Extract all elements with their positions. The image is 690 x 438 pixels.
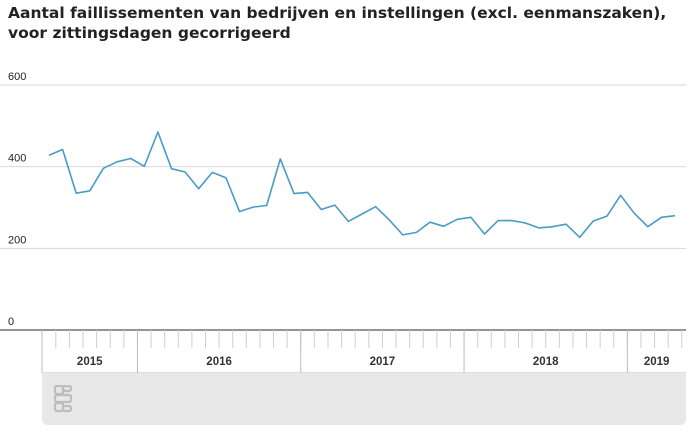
x-axis: 2015 2016 2017 2018 2019	[41, 330, 686, 374]
y-axis-labels: 0 200 400 600	[8, 71, 26, 328]
y-tick-label: 600	[8, 71, 26, 83]
chart-title: Aantal faillissementen van bedrijven en …	[8, 4, 667, 42]
y-tick-label: 200	[8, 234, 26, 246]
x-year-label: 2018	[533, 356, 559, 368]
series-line-path	[48, 131, 676, 239]
cbs-logo-icon	[53, 385, 73, 413]
x-year-label: 2016	[206, 356, 232, 368]
y-tick-label: 400	[8, 153, 26, 165]
x-year-label: 2017	[370, 356, 396, 368]
gridlines	[0, 84, 686, 331]
series-line	[48, 131, 676, 239]
x-year-label: 2015	[77, 356, 103, 368]
y-tick-label: 0	[8, 316, 14, 328]
chart-footer	[42, 373, 686, 425]
x-year-label: 2019	[644, 356, 670, 368]
